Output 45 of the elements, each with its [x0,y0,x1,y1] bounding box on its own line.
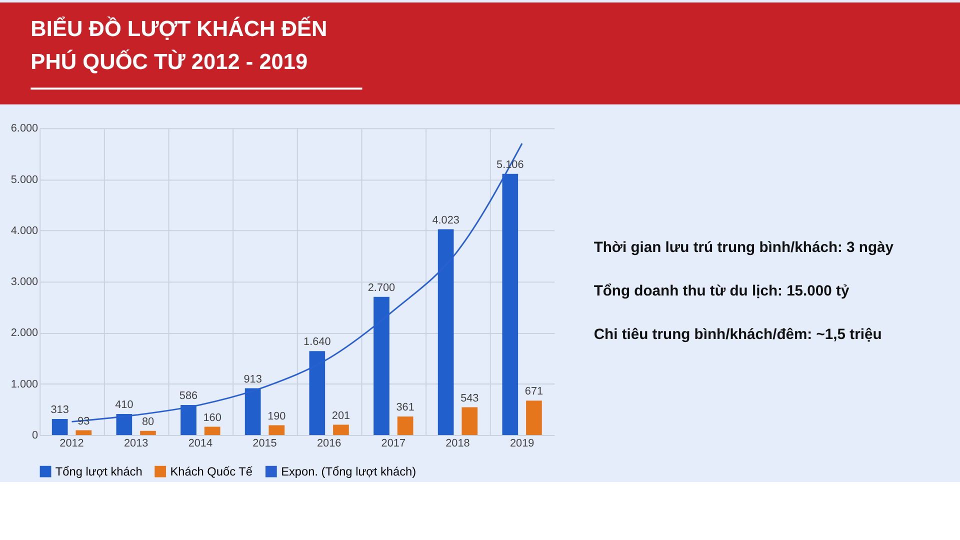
data-label: 671 [524,386,544,398]
data-label: 913 [244,373,262,386]
data-label: 190 [268,410,286,422]
x-tick-label: 2013 [124,437,148,450]
bar [333,424,349,435]
data-label: 313 [50,404,69,416]
bar [397,416,414,435]
text: Thời gian lưu trú trung bình/khách: 3 ngày [594,240,894,256]
text: Tổng doanh thu từ du lịch: 15.000 tỷ [594,283,850,300]
y-tick-label: 6.000 [10,122,38,135]
data-label: 160 [203,412,222,424]
x-tick-label: 2015 [252,437,277,450]
bar [526,400,542,435]
legend-label: Expon. (Tổng lượt khách) [281,464,416,479]
bar [268,425,285,435]
y-tick-label: 0 [32,429,38,442]
y-tick-label: 5.000 [10,174,38,186]
data-label: 2.700 [368,282,396,294]
y-tick-label: 3.000 [10,276,38,288]
legend-label: Khách Quốc Tế [170,464,253,479]
data-label: 1.640 [304,336,331,348]
data-label: 80 [142,416,154,428]
bar [76,430,92,435]
text: Chi tiêu trung bình/khách/đêm: ~1,5 triệu [594,326,882,343]
bar [204,426,220,435]
x-tick-label: 2017 [381,437,406,450]
x-tick-label: 2014 [188,437,213,450]
y-tick-label: 4.000 [10,224,38,237]
data-label: 201 [332,410,350,422]
data-label: 4.023 [432,214,460,226]
legend-label: Tổng lượt khách [55,464,142,479]
bar [52,418,68,435]
data-label: 586 [179,390,198,402]
data-label: 410 [115,399,134,412]
x-tick-label: 2019 [510,437,534,450]
bar [462,407,478,435]
bar [140,430,156,435]
data-label: 543 [460,392,479,404]
y-tick-label: 2.000 [10,327,38,340]
x-tick-label: 2016 [316,437,342,450]
data-label: 361 [396,402,414,414]
x-tick-label: 2012 [60,437,84,450]
chart-title: BIỂU ĐỒ LƯỢT KHÁCH ĐẾN PHÚ QUỐC TỪ 2012 - 2019 [30,16,328,74]
x-tick-label: 2018 [446,437,470,450]
y-tick-label: 1.000 [10,378,38,390]
